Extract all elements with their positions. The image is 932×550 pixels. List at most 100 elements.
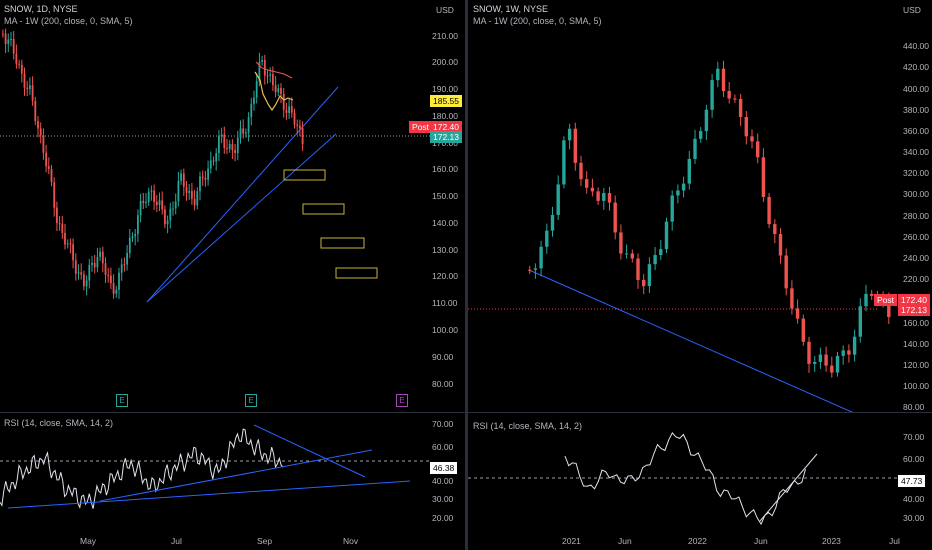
candle-body [66, 243, 69, 245]
candle-body [280, 88, 282, 94]
candle-body [818, 354, 823, 362]
candle-body [778, 234, 783, 256]
right-price-chart[interactable] [468, 0, 898, 412]
candle-body [567, 128, 572, 141]
trendline[interactable] [146, 86, 339, 303]
right-rsi-axis[interactable]: 70.00 60.00 40.00 30.00 [898, 413, 932, 533]
candle-body [131, 236, 134, 238]
candle-body [226, 147, 228, 149]
candle-body [653, 255, 657, 265]
pane-separator[interactable] [0, 412, 465, 413]
candle-body [150, 190, 153, 192]
rsi-trendline[interactable] [7, 480, 411, 509]
pane-separator[interactable] [468, 412, 932, 413]
candle-body [134, 233, 137, 237]
left-rsi-chart[interactable] [0, 413, 432, 533]
candle-body [193, 198, 196, 206]
right-time-axis[interactable]: 2021 Jun 2022 Jun 2023 Jul [468, 533, 932, 550]
earnings-badge[interactable]: E [245, 394, 257, 407]
candle-body [218, 136, 220, 154]
candle-body [18, 63, 20, 65]
right-chart-title[interactable]: SNOW, 1W, NYSE [473, 4, 549, 14]
candle-body [738, 98, 743, 118]
left-chart-title[interactable]: SNOW, 1D, NYSE [4, 4, 78, 14]
candle-body [579, 162, 583, 180]
rsi-tick: 60.00 [903, 454, 925, 464]
candle-body [258, 61, 261, 82]
candle-body [269, 74, 272, 76]
price-tick: 160.00 [432, 164, 458, 174]
candle-body [533, 268, 538, 270]
left-time-axis[interactable]: May Jul Sep Nov [0, 533, 465, 550]
candle-body [191, 190, 193, 199]
right-rsi-legend[interactable]: RSI (14, close, SMA, 14, 2) [473, 421, 583, 431]
candle-body [53, 182, 56, 208]
earnings-badge[interactable]: E [116, 394, 128, 407]
candle-body [607, 193, 612, 203]
trendline[interactable] [528, 269, 854, 412]
candle-body [164, 209, 166, 225]
candle-body [852, 336, 857, 355]
candle-body [239, 128, 242, 138]
time-tick: 2023 [822, 536, 841, 546]
candle-body [169, 208, 172, 221]
right-rsi-chart[interactable] [468, 413, 898, 533]
price-tick: 340.00 [903, 147, 929, 157]
candle-body [573, 128, 577, 163]
candle-body [2, 33, 4, 35]
candle-body [630, 253, 634, 259]
candle-body [887, 299, 891, 318]
candle-body [72, 244, 74, 261]
candle-body [34, 100, 37, 122]
candle-body [182, 173, 185, 187]
candle-body [110, 275, 112, 284]
candle-body [801, 318, 805, 342]
target-box[interactable] [283, 169, 326, 181]
candle-body [39, 128, 42, 136]
right-price-axis[interactable]: 440.00 420.00 400.00 380.00 360.00 340.0… [898, 0, 932, 412]
candle-body [596, 191, 600, 201]
candle-body [699, 131, 703, 139]
price-tick: 400.00 [903, 84, 929, 94]
candle-body [83, 274, 85, 287]
candle-body [756, 141, 760, 158]
post-price-tag: 172.40 [430, 121, 462, 133]
price-tick: 120.00 [903, 360, 929, 370]
candle-body [166, 220, 169, 225]
candle-body [142, 200, 145, 203]
chart-divider[interactable] [465, 0, 468, 550]
target-box[interactable] [302, 203, 345, 215]
candle-body [223, 134, 226, 148]
candle-body [285, 109, 288, 113]
candle-body [761, 157, 766, 197]
candle-body [824, 354, 828, 366]
left-rsi-legend[interactable]: RSI (14, close, SMA, 14, 2) [4, 418, 114, 428]
price-tick: 440.00 [903, 41, 929, 51]
rsi-line [0, 428, 284, 510]
price-tick: 420.00 [903, 62, 929, 72]
target-box[interactable] [335, 267, 378, 279]
candle-body [126, 253, 128, 265]
price-tick: 280.00 [903, 211, 929, 221]
target-box[interactable] [320, 237, 365, 249]
left-price-chart[interactable] [0, 0, 465, 412]
time-tick: Jun [618, 536, 632, 546]
price-tick: 320.00 [903, 168, 929, 178]
rsi-trendline[interactable] [759, 453, 818, 522]
time-tick: Nov [343, 536, 359, 546]
earnings-badge-upcoming[interactable]: E [396, 394, 408, 407]
rsi-trendline[interactable] [253, 424, 366, 478]
candle-body [299, 125, 301, 129]
candle-body [185, 186, 188, 193]
rsi-tick: 60.00 [432, 442, 454, 452]
right-ma-legend[interactable]: MA - 1W (200, close, 0, SMA, 5) [473, 16, 602, 26]
left-rsi-axis[interactable]: 70.00 60.00 40.00 30.00 20.00 [432, 413, 465, 533]
price-tick: 100.00 [432, 325, 458, 335]
left-ma-legend[interactable]: MA - 1W (200, close, 0, SMA, 5) [4, 16, 133, 26]
candle-body [139, 200, 142, 216]
left-currency-label: USD [436, 5, 454, 15]
left-price-axis[interactable]: 210.00 200.00 190.00 180.00 170.00 160.0… [432, 0, 465, 412]
trendline[interactable] [146, 133, 337, 303]
price-tick: 200.00 [432, 57, 458, 67]
time-tick: Sep [257, 536, 273, 546]
